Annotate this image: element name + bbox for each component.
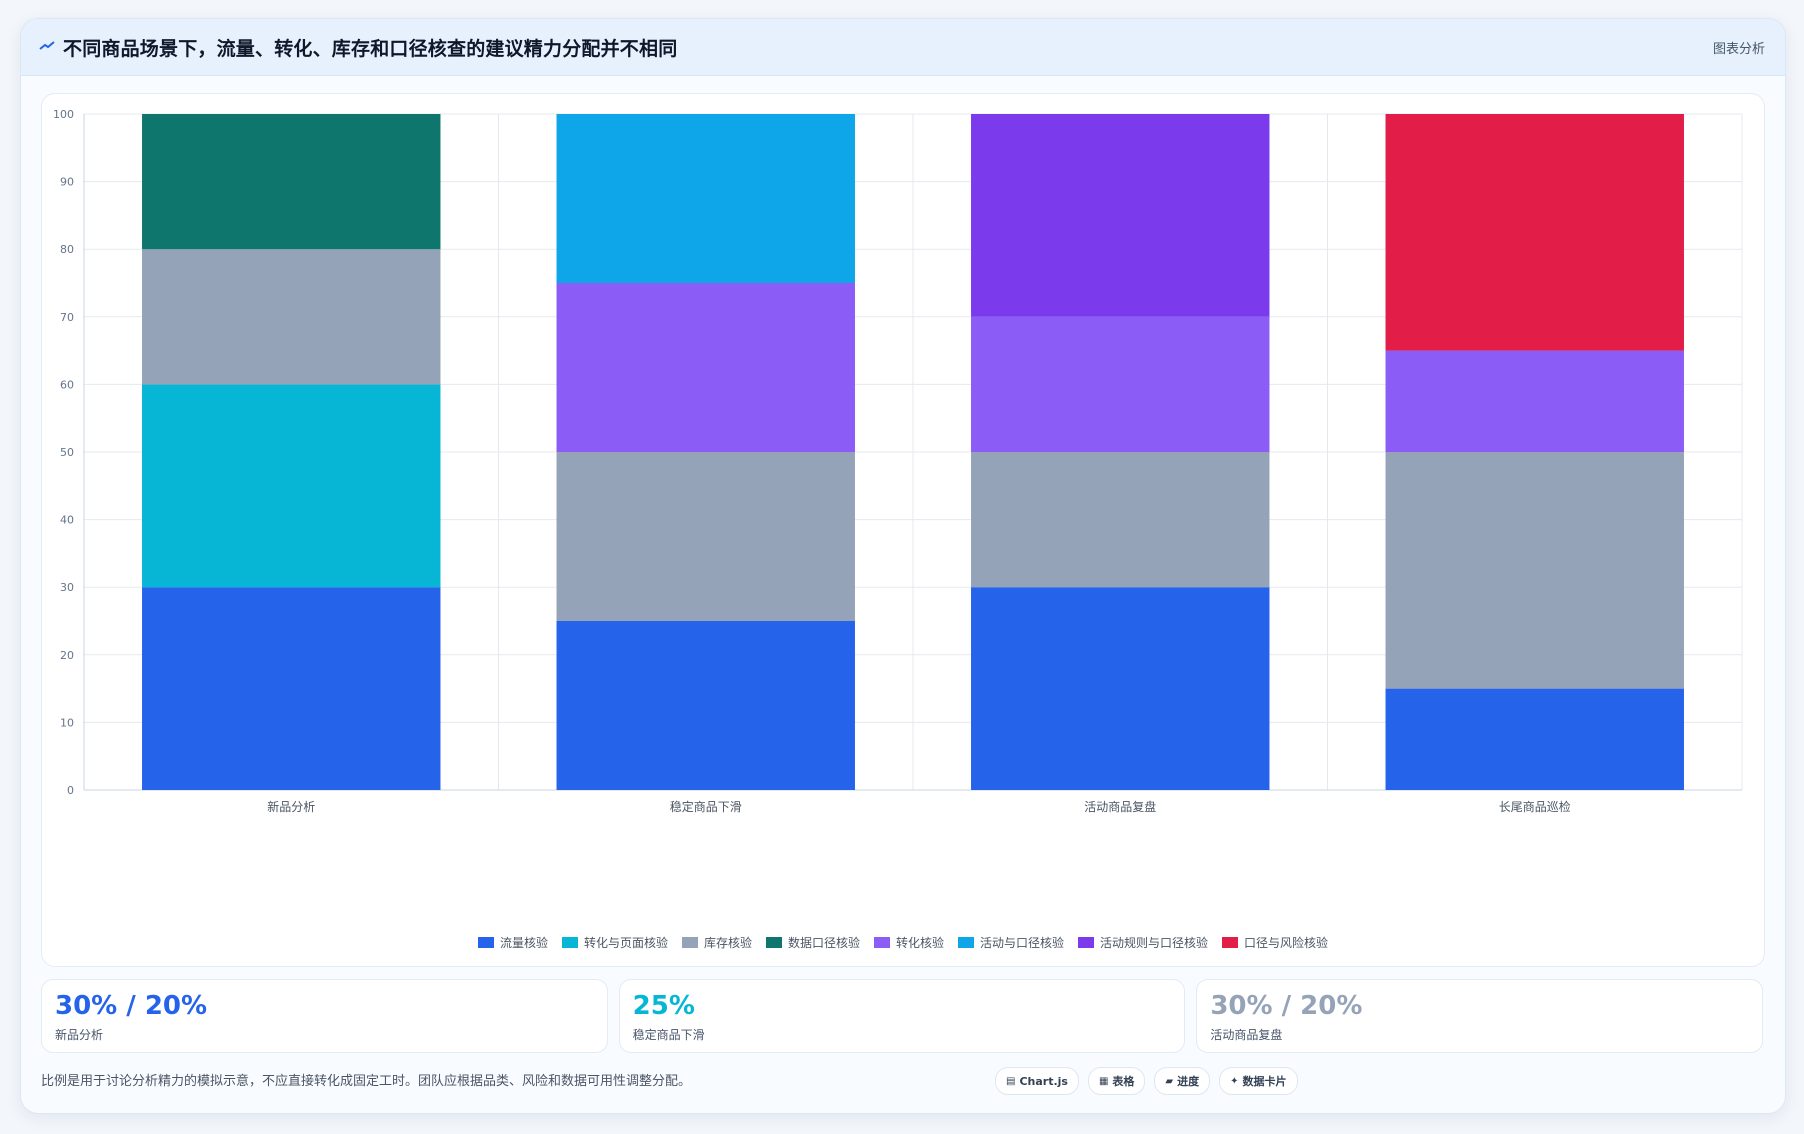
legend-item[interactable]: 库存核验 [681, 934, 752, 951]
bar-segment[interactable] [1385, 688, 1684, 790]
stats-row: 30% / 20% 新品分析 25% 稳定商品下滑 30% / 20% 活动商品复盘 [41, 979, 1764, 1053]
chart-card: 不同商品场景下，流量、转化、库存和口径核查的建议精力分配并不相同 图表分析 0 1… [20, 18, 1786, 1114]
chip-row: ▤ Chart.js ▦ 表格 ▰ 进度 ✦ 数据卡片 [995, 1067, 1298, 1095]
legend-swatch [561, 937, 578, 948]
y-tick-label: 30 [60, 581, 74, 594]
bar-segment[interactable] [142, 384, 441, 588]
chart-container: 0 10 20 30 40 50 60 70 80 90 100 新品分析 稳定商品下滑 活动商品复盘 长尾… [41, 93, 1765, 967]
legend-swatch [477, 937, 494, 948]
legend-label: 流量核验 [499, 936, 548, 950]
stacked-bar-chart: 0 10 20 30 40 50 60 70 80 90 100 新品分析 稳定商品下滑 活动商品复盘 长尾… [53, 108, 1743, 814]
bar-segment[interactable] [971, 452, 1270, 588]
chip-3[interactable]: ✦ 数据卡片 [1219, 1067, 1298, 1095]
bar-segment[interactable] [1385, 452, 1684, 689]
stat-value: 30% / 20% [1210, 991, 1363, 1021]
legend-label: 活动规则与口径核验 [1100, 936, 1209, 950]
chart-legend: 流量核验 转化与页面核验 库存核验 数据口径核验 转化核验 活动与口径核验 活动规则与口径核… [42, 934, 1764, 951]
chip-label: Chart.js [1019, 1074, 1068, 1088]
progress-icon: ▰ [1165, 1075, 1174, 1087]
bar-segment[interactable] [556, 283, 855, 452]
legend-item[interactable]: 活动规则与口径核验 [1078, 934, 1208, 951]
y-tick-label: 20 [60, 649, 74, 662]
legend-label: 库存核验 [703, 936, 752, 950]
legend-swatch [1078, 937, 1095, 948]
header-tag[interactable]: 图表分析 [1712, 42, 1765, 57]
page-title: 不同商品场景下，流量、转化、库存和口径核查的建议精力分配并不相同 [63, 38, 678, 60]
stat-card: 30% / 20% 新品分析 [41, 979, 608, 1053]
legend-item[interactable]: 流量核验 [477, 934, 548, 951]
x-tick-label: 活动商品复盘 [1084, 799, 1156, 814]
legend-swatch [765, 937, 782, 948]
x-tick-label: 新品分析 [267, 799, 315, 814]
card-header: 不同商品场景下，流量、转化、库存和口径核查的建议精力分配并不相同 图表分析 [21, 19, 1785, 76]
bar-segment[interactable] [556, 114, 855, 283]
y-tick-label: 70 [60, 311, 74, 324]
legend-swatch [874, 937, 890, 948]
y-tick-label: 60 [60, 378, 74, 391]
chip-label: 表格 [1112, 1075, 1135, 1088]
legend-label: 转化核验 [896, 936, 945, 950]
x-tick-label: 稳定商品下滑 [670, 799, 742, 814]
legend-item[interactable]: 数据口径核验 [765, 934, 860, 951]
legend-item[interactable]: 转化与页面核验 [561, 934, 668, 951]
bar-segment[interactable] [1385, 114, 1684, 351]
chip-2[interactable]: ▰ 进度 [1154, 1067, 1211, 1095]
legend-label: 数据口径核验 [787, 936, 860, 950]
footnote: 比例是用于讨论分析精力的模拟示意，不应直接转化成固定工时。团队应根据品类、风险和… [41, 1074, 692, 1089]
bar-segment[interactable] [556, 621, 855, 790]
chip-label: 进度 [1177, 1075, 1200, 1088]
chart-icon: ▤ [1006, 1075, 1016, 1087]
bar-segment[interactable] [971, 316, 1270, 452]
y-tick-label: 80 [60, 243, 74, 256]
chart-line-icon [39, 41, 55, 50]
stat-label: 活动商品复盘 [1210, 1028, 1283, 1042]
y-tick-label: 50 [60, 446, 74, 459]
stat-card: 25% 稳定商品下滑 [618, 979, 1186, 1053]
stat-label: 新品分析 [55, 1028, 104, 1042]
bar-segment[interactable] [1385, 350, 1684, 452]
y-tick-label: 0 [67, 784, 74, 797]
x-tick-label: 长尾商品巡检 [1499, 799, 1571, 814]
legend-label: 口径与风险核验 [1244, 936, 1329, 950]
stat-card: 30% / 20% 活动商品复盘 [1196, 979, 1764, 1053]
legend-label: 活动与口径核验 [980, 936, 1065, 950]
sparkle-icon: ✦ [1230, 1075, 1239, 1087]
bar-segment[interactable] [971, 114, 1270, 317]
chip-label: 数据卡片 [1242, 1075, 1287, 1088]
y-tick-label: 40 [60, 514, 74, 527]
bar-segment[interactable] [556, 452, 855, 621]
bar-segment[interactable] [142, 587, 441, 790]
legend-item[interactable]: 活动与口径核验 [958, 934, 1064, 951]
y-tick-label: 90 [60, 176, 74, 189]
legend-swatch [681, 937, 698, 948]
y-tick-label: 10 [60, 716, 74, 729]
legend-item[interactable]: 口径与风险核验 [1222, 934, 1328, 951]
bar-segment[interactable] [971, 587, 1270, 790]
table-icon: ▦ [1098, 1075, 1109, 1087]
stat-value: 30% / 20% [55, 991, 208, 1021]
stat-label: 稳定商品下滑 [632, 1028, 705, 1042]
y-tick-label: 100 [53, 108, 74, 121]
legend-swatch [958, 937, 975, 948]
chip-0[interactable]: ▤ Chart.js [995, 1067, 1079, 1095]
legend-swatch [1222, 937, 1239, 948]
legend-item[interactable]: 转化核验 [874, 934, 944, 951]
stat-value: 25% [632, 991, 695, 1021]
legend-label: 转化与页面核验 [583, 936, 668, 950]
bar-segment[interactable] [142, 249, 441, 385]
chip-1[interactable]: ▦ 表格 [1087, 1067, 1146, 1095]
bar-segment[interactable] [142, 114, 441, 250]
